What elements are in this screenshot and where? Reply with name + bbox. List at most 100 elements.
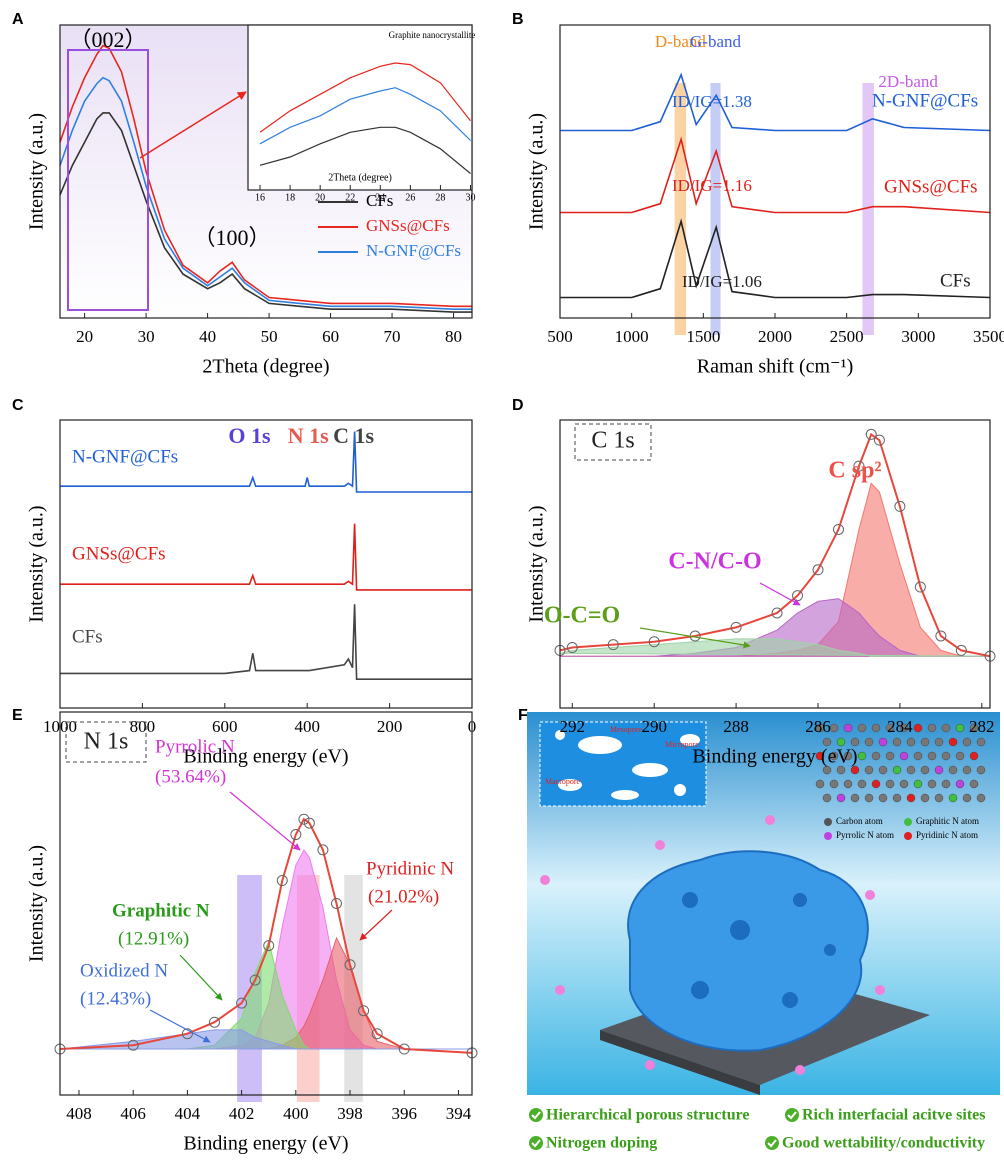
x-tick-label: 30 [138, 327, 155, 346]
atom [914, 752, 922, 760]
series-label: Oxidized N [80, 960, 168, 981]
x-tick-label: 290 [641, 717, 667, 736]
panel-letter: B [512, 11, 524, 28]
schematic: F Mesopore Micropore Macropore Carbon at… [518, 707, 1000, 1151]
x-tick-label: 2500 [830, 327, 864, 346]
atom [963, 738, 971, 746]
annotation: ID/IG=1.16 [672, 176, 752, 195]
x-tick-label: 406 [120, 1104, 146, 1123]
atom-label: Carbon atom [836, 816, 883, 826]
y-axis-label: Intensity (a.u.) [26, 845, 48, 962]
series-label: Graphitic N [112, 900, 210, 921]
band-label: N 1s [288, 423, 329, 448]
atom [816, 780, 824, 788]
atom-key [904, 832, 912, 840]
plot-frame [560, 25, 990, 318]
panel-letter: C [12, 397, 24, 414]
panel-letter: D [512, 397, 524, 414]
x-tick-label: 80 [445, 327, 462, 346]
atom [956, 780, 964, 788]
plot-background [248, 25, 472, 190]
series-label: N-GNF@CFs [872, 90, 978, 111]
atom [851, 794, 859, 802]
x-axis-label: Raman shift (cm⁻¹) [697, 356, 854, 378]
series-line [60, 604, 472, 679]
atom [830, 780, 838, 788]
x-tick-label: 394 [446, 1104, 472, 1123]
atom [893, 766, 901, 774]
feature: Good wettability/conductivity [782, 1135, 985, 1152]
x-tick-label: 200 [377, 717, 403, 736]
atom [865, 738, 873, 746]
band-label: G-band [690, 32, 741, 51]
component-area [560, 483, 990, 656]
x-axis-label: 2Theta (degree) [328, 172, 392, 183]
atom [942, 724, 950, 732]
annotation: C 1s [591, 428, 634, 454]
panel-letter: A [12, 11, 24, 28]
x-tick-label: 286 [805, 717, 831, 736]
series-label: CFs [72, 626, 103, 647]
series-label: C sp² [828, 458, 881, 484]
x-tick-label: 16 [255, 192, 265, 203]
band-label: O 1s [228, 423, 271, 448]
x-tick-label: 26 [405, 192, 415, 203]
atom [907, 766, 915, 774]
x-tick-label: 398 [337, 1104, 363, 1123]
atom [858, 780, 866, 788]
atom [907, 738, 915, 746]
figure: F Mesopore Micropore Macropore Carbon at… [0, 0, 1004, 1160]
atom [949, 794, 957, 802]
x-tick-label: 22 [345, 192, 355, 203]
x-tick-label: 404 [175, 1104, 201, 1123]
atom [837, 794, 845, 802]
x-tick-label: 70 [384, 327, 401, 346]
atom [879, 766, 887, 774]
x-tick-label: 1000 [615, 327, 649, 346]
annotation: ID/IG=1.38 [672, 92, 752, 111]
arrow [230, 792, 300, 850]
x-tick-label: 408 [66, 1104, 92, 1123]
atom [872, 724, 880, 732]
atom [977, 738, 985, 746]
x-tick-label: 284 [887, 717, 913, 736]
x-tick-label: 500 [547, 327, 573, 346]
feature-list: Hierarchical porous structure Rich inter… [529, 1107, 986, 1152]
x-tick-label: 282 [969, 717, 995, 736]
x-axis-label: Binding energy (eV) [183, 1133, 348, 1155]
x-tick-label: 400 [283, 1104, 309, 1123]
series-label: CFs [940, 270, 971, 291]
arrow [180, 955, 222, 1000]
series-note: (12.43%) [80, 988, 151, 1009]
atom-key [824, 818, 832, 826]
annotation: N 1s [84, 729, 129, 755]
feature: Rich interfacial acitve sites [802, 1107, 986, 1124]
atom-key [824, 832, 832, 840]
feature: Hierarchical porous structure [546, 1107, 750, 1124]
atom [823, 794, 831, 802]
atom [963, 766, 971, 774]
y-axis-label: Intensity (a.u.) [26, 505, 48, 622]
x-tick-label: 18 [285, 192, 295, 203]
atom [893, 738, 901, 746]
atom [900, 752, 908, 760]
x-tick-label: 20 [76, 327, 93, 346]
x-tick-label: 288 [723, 717, 749, 736]
atom [844, 724, 852, 732]
panel-letter: E [12, 707, 23, 724]
atom-label: Pyridinic N atom [916, 830, 978, 840]
atom [928, 780, 936, 788]
atom [942, 752, 950, 760]
atom [879, 794, 887, 802]
atom [907, 794, 915, 802]
legend-label: GNSs@CFs [366, 216, 450, 235]
x-tick-label: 20 [315, 192, 325, 203]
series-note: (12.91%) [118, 928, 189, 949]
atom [914, 724, 922, 732]
atom [935, 766, 943, 774]
series-label: Pyrrolic N [155, 736, 235, 757]
arrow [760, 583, 800, 605]
atom [956, 752, 964, 760]
x-tick-label: 40 [199, 327, 216, 346]
atom [928, 724, 936, 732]
